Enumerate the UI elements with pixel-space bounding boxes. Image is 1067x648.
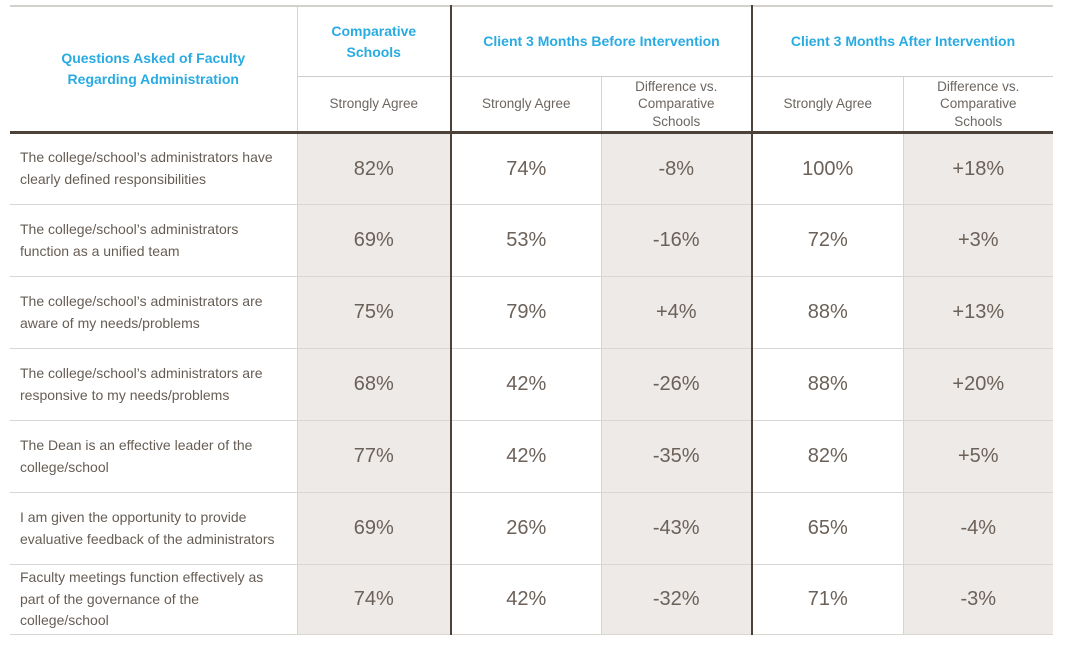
question-cell: The Dean is an effective leader of the c… [10,420,297,493]
after-diff-cell: -4% [902,492,1053,565]
question-cell: The college/school’s administrators are … [10,276,297,349]
table-row: The college/school’s administrators have… [10,132,1053,205]
after-agree-cell: 82% [751,420,903,493]
table-body: The college/school’s administrators have… [10,132,1053,635]
group-header-after-intervention: Client 3 Months After Intervention [752,6,1053,77]
table-row: The college/school’s administrators func… [10,204,1053,277]
group-header-before-intervention: Client 3 Months Before Intervention [450,6,753,77]
faculty-survey-table: Questions Asked of Faculty Regarding Adm… [10,5,1053,635]
before-agree-cell: 79% [450,276,601,349]
before-agree-cell: 42% [450,564,601,635]
after-agree-cell: 65% [751,492,903,565]
question-cell: The college/school’s administrators are … [10,348,297,421]
table-row: The college/school’s administrators are … [10,276,1053,349]
after-diff-cell: +13% [902,276,1053,349]
subheader-before-strongly-agree: Strongly Agree [450,76,601,134]
table-row: The Dean is an effective leader of the c… [10,420,1053,493]
sub-header-row: Strongly Agree Strongly Agree Difference… [10,76,1053,134]
before-agree-cell: 53% [450,204,601,277]
before-diff-cell: -26% [600,348,752,421]
comparative-value-cell: 75% [296,276,451,349]
before-agree-cell: 26% [450,492,601,565]
subheader-comparative-strongly-agree: Strongly Agree [296,76,451,134]
comparative-value-cell: 69% [296,204,451,277]
comparative-value-cell: 82% [296,132,451,205]
comparative-value-cell: 68% [296,348,451,421]
after-agree-cell: 72% [751,204,903,277]
before-diff-cell: -35% [600,420,752,493]
before-diff-cell: -43% [600,492,752,565]
before-diff-cell: -32% [600,564,752,635]
question-column-header: Questions Asked of Faculty Regarding Adm… [10,6,297,134]
subheader-after-difference: Difference vs. Comparative Schools [902,76,1053,134]
after-agree-cell: 88% [751,348,903,421]
after-agree-cell: 71% [751,564,903,635]
table-row: Faculty meetings function effectively as… [10,564,1053,635]
subheader-after-strongly-agree: Strongly Agree [751,76,903,134]
table-header: Questions Asked of Faculty Regarding Adm… [10,6,1053,134]
question-cell: The college/school’s administrators have… [10,132,297,205]
comparative-value-cell: 74% [296,564,451,635]
comparative-value-cell: 69% [296,492,451,565]
after-agree-cell: 100% [751,132,903,205]
question-cell: The college/school’s administrators func… [10,204,297,277]
group-header-comparative-schools: Comparative Schools [296,6,451,77]
group-header-row: Questions Asked of Faculty Regarding Adm… [10,6,1053,134]
table-row: I am given the opportunity to provide ev… [10,492,1053,565]
report-page: Questions Asked of Faculty Regarding Adm… [10,5,1053,635]
after-diff-cell: -3% [902,564,1053,635]
before-agree-cell: 42% [450,420,601,493]
subheader-before-difference: Difference vs. Comparative Schools [600,76,752,134]
after-diff-cell: +3% [902,204,1053,277]
question-cell: I am given the opportunity to provide ev… [10,492,297,565]
after-agree-cell: 88% [751,276,903,349]
comparative-value-cell: 77% [296,420,451,493]
after-diff-cell: +20% [902,348,1053,421]
after-diff-cell: +5% [902,420,1053,493]
table-row: The college/school’s administrators are … [10,348,1053,421]
question-cell: Faculty meetings function effectively as… [10,564,297,635]
before-diff-cell: -16% [600,204,752,277]
before-diff-cell: -8% [600,132,752,205]
before-agree-cell: 42% [450,348,601,421]
before-agree-cell: 74% [450,132,601,205]
after-diff-cell: +18% [902,132,1053,205]
before-diff-cell: +4% [600,276,752,349]
